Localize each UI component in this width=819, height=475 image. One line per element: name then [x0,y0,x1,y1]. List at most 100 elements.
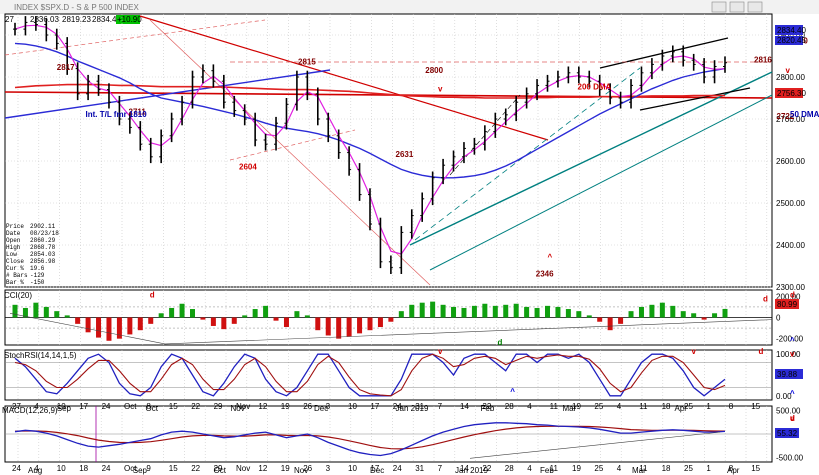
minimize-button[interactable] [711,1,727,13]
cci-bar [325,317,331,336]
x-month-label: Dec [314,404,328,413]
cci-bar [283,317,289,328]
macd-line [14,422,726,457]
header-value: 2836.03 [30,15,59,24]
cci-trend-line [9,312,166,345]
cci-bar [388,317,394,322]
restore-button-bg [729,1,745,13]
macd-x-day-label: 24 [12,464,21,473]
cci-y-tick: -200.00 [776,335,804,344]
close-button[interactable] [747,1,763,13]
last-price-label: 2834.40 [777,26,806,35]
trend-line [449,94,521,176]
cci-bar [210,317,216,326]
cci-bar [513,303,519,318]
macd-x-day-label: 18 [662,464,671,473]
macd-x-day-label: 11 [550,464,559,473]
price-annotation: 2346 [536,270,554,279]
macd-x-day-label: 17 [370,464,379,473]
macd-x-day-label: 25 [684,464,693,473]
macd-x-day-label: 10 [57,464,66,473]
restore-button[interactable] [729,1,745,13]
macd-x-day-label: 10 [348,464,357,473]
cci-bar [649,304,655,318]
price-panel: 2900.002800.002700.002600.002500.002400.… [4,13,819,413]
cci-bar [545,305,550,318]
cci-bar [377,317,383,328]
macd-x-day-label: 15 [751,464,760,473]
info-label: High [6,244,21,251]
stoch-frame [4,349,773,401]
close-button-bg [747,1,763,13]
stochrsi-k-line [14,353,726,397]
cci-bar [680,311,686,318]
cci-bar [64,315,70,318]
macd-x-month-label: Dec [370,466,384,475]
price-annotation: 2722 [777,112,795,121]
cci-trend-line [164,319,773,345]
stochrsi-annotation: d [759,347,764,356]
macd-x-day-label: 28 [505,464,514,473]
header-value: 2834.40 [92,15,121,24]
header-value: 2819.23 [62,15,91,24]
cci-value-label: 80.99 [777,300,798,309]
macd-x-day-label: 31 [415,464,424,473]
trend-line [229,129,356,161]
macd-x-month-label: Feb [540,466,554,475]
cci-bar [106,317,112,341]
macd-y-tick: -500.00 [776,453,804,462]
header-change-box [116,15,140,24]
price-frame [4,13,773,288]
macd-x-day-label: Oct [124,464,137,473]
stochrsi-annotation: v [790,349,795,358]
cci-bar [524,306,530,318]
price-annotation: 2816 [754,55,772,64]
cci-bar [576,311,582,318]
macd-x-month-label: Sep [133,466,148,475]
price-y-tick: 2700.00 [776,115,805,124]
macd-x-day-label: 9 [146,464,151,473]
macd-x-day-label: 18 [79,464,88,473]
cci-bar [231,317,237,324]
cci-bar [419,302,425,318]
price-annotation: 2817 [57,63,75,72]
cci-bar [670,305,676,318]
stochrsi-d-line [14,353,726,397]
macd-x-month-label: Nov [294,466,308,475]
macd-x-day-label: 15 [169,464,178,473]
cci-bar [357,317,363,334]
stochrsi-y-tick: 100.00 [776,350,801,359]
cci-panel-title: CCI(20) [4,291,32,300]
cci-bar [54,311,60,318]
trend-line [429,94,773,271]
info-label: Date [6,230,21,237]
ma50-line [14,42,726,179]
price-y-tick: 2500.00 [776,199,805,208]
trend-line [599,37,729,69]
info-value: 2902.11 [30,223,56,230]
price-annotation: 200 DMA [578,83,612,92]
info-label: # Bars [6,272,28,279]
window-buttons [711,1,763,13]
info-label: Price [6,223,24,230]
ma50-value-label: 2820.45 [777,36,806,45]
macd-x-day-label: 22 [191,464,200,473]
cci-annotation: d [150,290,155,299]
info-label: Bar % [6,279,24,286]
cci-bar [586,315,592,318]
price-annotation: Int. T/L fmr 1810 [86,110,148,119]
macd-x-month-label: Aug [28,466,42,475]
cci-bar [22,307,28,318]
cci-bar [503,304,509,318]
macd-value-box [775,428,799,438]
macd-x-month-label: Jan 2019 [455,466,488,475]
macd-x-day-label: 14 [460,464,469,473]
cci-bar [659,302,665,318]
stochrsi-annotation: v [438,347,443,356]
cci-bar [127,317,133,335]
price-annotation: 2711 [129,107,147,116]
macd-x-day-label: 1 [706,464,711,473]
